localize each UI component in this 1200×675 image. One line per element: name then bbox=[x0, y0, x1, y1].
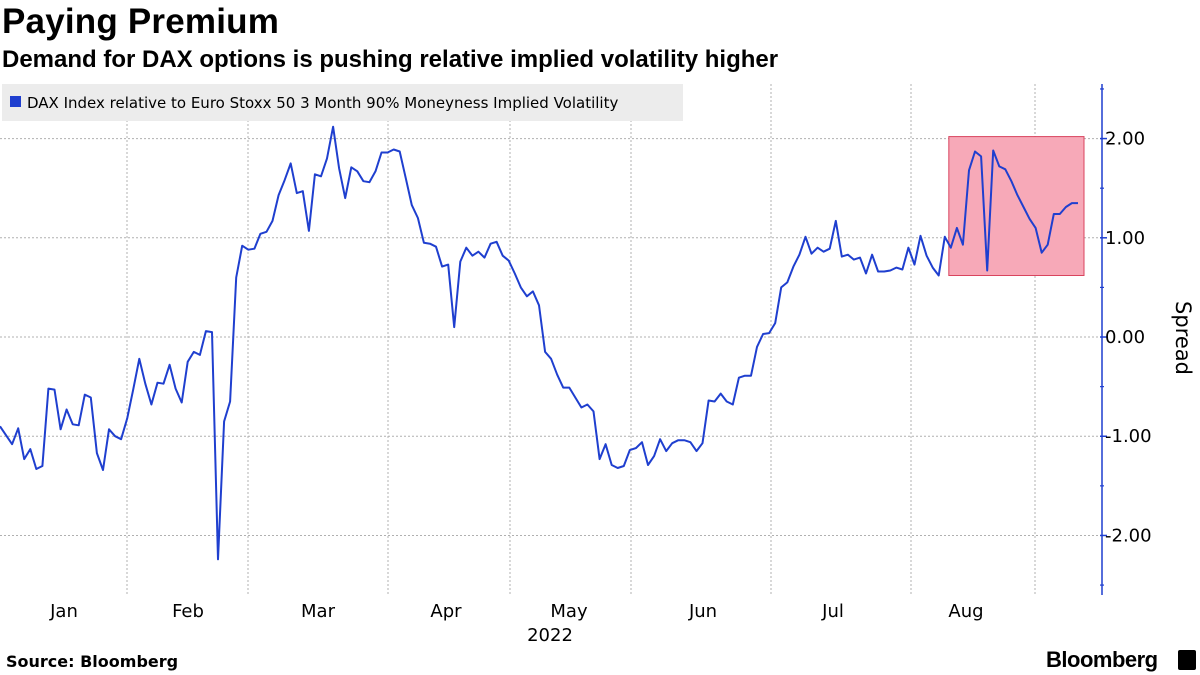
y-axis-title: Spread bbox=[1171, 301, 1195, 375]
highlight-box bbox=[948, 136, 1085, 277]
x-tick-label: Aug bbox=[948, 601, 983, 622]
y-axis: 2.00 1.00 0.00 -1.00 -2.00 bbox=[1100, 84, 1152, 595]
series-line bbox=[0, 125, 1078, 561]
y-tick-label: 2.00 bbox=[1105, 129, 1145, 150]
x-tick-label: Mar bbox=[301, 601, 336, 622]
x-tick-label: Jan bbox=[49, 601, 78, 622]
bloomberg-terminal-icon bbox=[1178, 650, 1196, 670]
legend-label: DAX Index relative to Euro Stoxx 50 3 Mo… bbox=[27, 94, 618, 112]
y-tick-label: -2.00 bbox=[1105, 525, 1152, 546]
x-tick-label: Apr bbox=[430, 601, 462, 622]
chart-title: Paying Premium bbox=[2, 2, 280, 41]
grid-lines bbox=[0, 84, 1100, 595]
chart-subtitle: Demand for DAX options is pushing relati… bbox=[2, 46, 779, 73]
x-tick-label: Jul bbox=[821, 601, 844, 622]
y-tick-label: -1.00 bbox=[1105, 426, 1152, 447]
y-tick-label: 0.00 bbox=[1105, 327, 1145, 348]
legend-swatch bbox=[10, 96, 21, 107]
x-axis-year: 2022 bbox=[527, 625, 573, 646]
legend-background bbox=[2, 84, 683, 121]
x-tick-label: Feb bbox=[172, 601, 204, 622]
x-tick-label: May bbox=[550, 601, 588, 622]
source-note: Source: Bloomberg bbox=[6, 652, 179, 671]
x-tick-label: Jun bbox=[688, 601, 717, 622]
legend: DAX Index relative to Euro Stoxx 50 3 Mo… bbox=[2, 84, 683, 121]
bloomberg-logo: Bloomberg bbox=[1046, 647, 1158, 672]
x-axis-labels: Jan Feb Mar Apr May Jun Jul Aug bbox=[49, 601, 983, 622]
y-tick-label: 1.00 bbox=[1105, 228, 1145, 249]
